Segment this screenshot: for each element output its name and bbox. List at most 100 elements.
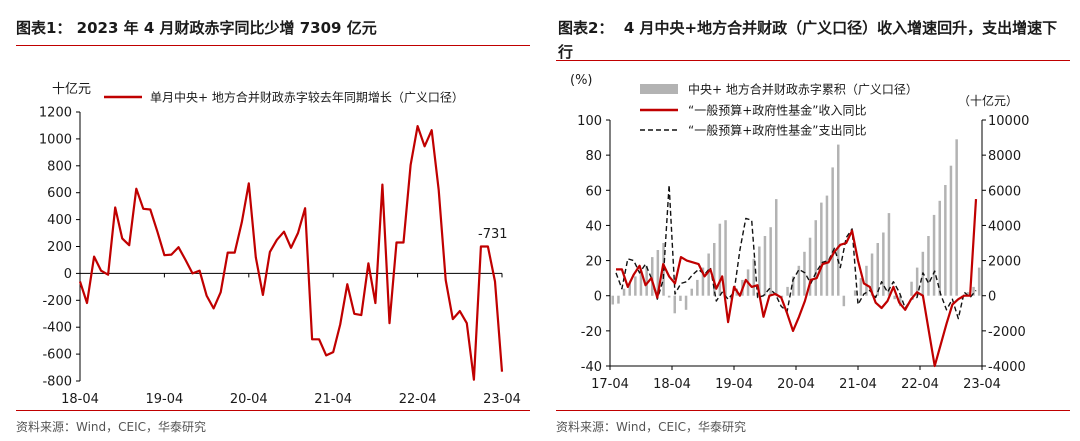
x-tick-label: 18-04 [653,377,691,392]
right-y-tick-label: 10000 [988,114,1029,129]
x-tick-label: 20-04 [777,377,815,392]
x-tick-label: 23-04 [963,377,1001,392]
bar-deficit-cumulative [673,295,676,314]
bar-deficit-cumulative [645,265,648,296]
bar-deficit-cumulative [622,288,626,296]
bar-deficit-cumulative [915,267,919,296]
bar-deficit-cumulative [651,257,654,296]
source-divider [16,410,530,411]
left-y-tick-label: 40 [585,219,602,234]
bar-deficit-cumulative [977,267,981,296]
chart-title: 图表1： 2023 年 4 月财政赤字同比少增 7309 亿元 [16,19,377,37]
bar-deficit-cumulative [667,295,671,298]
bar-deficit-cumulative [769,227,772,296]
legend-label: “一般预算+政府性基金”支出同比 [688,123,867,138]
right-y-tick-label: 0 [988,290,996,305]
bar-deficit-cumulative [791,276,795,296]
bar-deficit-cumulative [634,276,637,296]
source-note: 资料来源：Wind，CEIC，华泰研究 [556,420,747,434]
right-y-tick-label: 8000 [988,149,1021,164]
bar-deficit-cumulative [690,288,693,296]
chart-panel-left: 图表1： 2023 年 4 月财政赤字同比少增 7309 亿元 十亿元 -800 -… [16,19,530,434]
bar-deficit-cumulative [713,243,716,296]
right-axis-unit-label: （十亿元） [958,93,1018,108]
bar-deficit-cumulative [876,243,879,296]
bar-deficit-cumulative [899,295,902,307]
x-tick-label: 22-04 [901,377,939,392]
bar-deficit-cumulative [944,185,947,296]
bar-deficit-cumulative [859,278,863,296]
bar-deficit-cumulative [955,139,958,296]
y-tick-label: -200 [42,294,72,309]
left-y-tick-label: -20 [581,325,602,340]
bar-deficit-cumulative [679,295,682,301]
x-tick-label: 21-04 [314,392,352,407]
last-value-annotation: -731 [478,227,508,242]
bar-deficit-cumulative [656,250,660,296]
bar-deficit-cumulative [763,236,767,296]
y-tick-label: 600 [47,186,72,201]
bar-deficit-cumulative [893,295,896,300]
source-note: 资料来源：Wind，CEIC，华泰研究 [16,420,207,434]
bar-deficit-cumulative [882,232,885,296]
bar-deficit-cumulative [758,246,761,296]
right-y-tick-label: -2000 [988,325,1026,340]
bar-deficit-cumulative [814,220,817,296]
bar-deficit-cumulative [825,195,829,296]
series-line-revenue-yoy [616,199,978,368]
legend-label: 中央+ 地方合并财政赤字累积（广义口径） [688,82,918,97]
bar-deficit-cumulative [842,295,846,307]
y-axis-unit-label: 十亿元 [52,82,91,97]
left-y-tick-label: 20 [585,255,602,270]
chart-title: 图表2： 4 月中央+地方合并财政（广义口径）收入增速回升，支出增速下行 [558,19,1058,61]
bar-deficit-cumulative [639,271,643,296]
legend-swatch-bar [640,84,678,94]
bar-deficit-cumulative [808,237,812,296]
x-tick-label: 17-04 [591,377,629,392]
x-tick-label: 22-04 [399,392,437,407]
bar-deficit-cumulative [775,199,778,296]
bar-deficit-cumulative [927,236,930,296]
bar-deficit-cumulative [803,251,806,296]
y-tick-label: -400 [42,321,72,336]
bar-deficit-cumulative [752,258,755,296]
right-y-tick-label: 4000 [988,219,1021,234]
legend-label: “一般预算+政府性基金”收入同比 [688,103,867,118]
bar-deficit-cumulative [972,286,975,296]
title-divider [16,45,530,46]
source-divider [556,410,1070,411]
bar-deficit-cumulative [865,265,868,296]
y-tick-label: 1000 [39,132,72,147]
left-y-tick-label: 100 [577,114,602,129]
bar-deficit-cumulative [831,167,834,296]
bar-deficit-cumulative [932,214,936,296]
y-tick-label: 1200 [39,106,72,121]
bar-deficit-cumulative [628,283,631,296]
y-tick-label: -600 [42,348,72,363]
bar-deficit-cumulative [701,267,705,296]
bar-deficit-cumulative [611,295,614,305]
deficit-growth-chart: 十亿元 -800 -600 -400 -200 0 200 400 600 800 1000 1200… [39,82,521,407]
legend-label: 单月中央+ 地方合并财政赤字较去年同期增长（广义口径） [150,90,464,105]
left-y-tick-label: 80 [585,149,602,164]
x-tick-label: 19-04 [715,377,753,392]
bar-deficit-cumulative [617,295,620,304]
y-tick-label: 400 [47,213,72,228]
bar-deficit-cumulative [837,144,840,296]
bar-deficit-cumulative [780,295,784,298]
bar-deficit-cumulative [820,202,823,296]
bar-deficit-cumulative [966,292,970,296]
revenue-expenditure-chart: -40 -20 0 20 40 60 80 100 -4000 -2000 0 2000 4000 600… [570,73,1029,392]
bar-deficit-cumulative [887,213,891,296]
x-tick-label: 18-04 [61,392,99,407]
left-axis-unit-label: (%) [570,73,593,88]
y-tick-label: 800 [47,159,72,174]
title-divider [556,60,1070,61]
x-tick-label: 21-04 [839,377,877,392]
bar-deficit-cumulative [853,290,857,296]
bar-deficit-cumulative [696,279,699,296]
bar-deficit-cumulative [797,265,801,296]
bar-deficit-cumulative [910,281,913,296]
bar-deficit-cumulative [718,223,722,296]
left-y-tick-label: 0 [594,290,602,305]
